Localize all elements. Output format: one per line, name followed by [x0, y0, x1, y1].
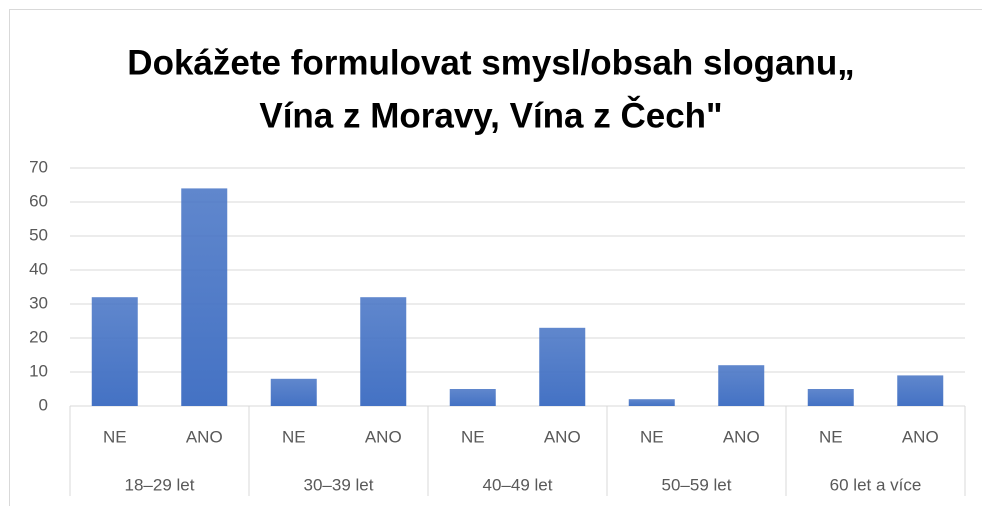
bar	[449, 389, 496, 406]
x-tick-label: NE	[640, 427, 664, 446]
y-tick-label: 10	[29, 361, 48, 380]
y-tick-label: 40	[29, 259, 48, 278]
x-tick-label: ANO	[902, 427, 939, 446]
chart-title: Dokážete formulovat smysl/obsah sloganu„	[127, 43, 854, 82]
y-tick-label: 60	[29, 191, 48, 210]
bar	[91, 297, 138, 406]
chart-border	[9, 9, 982, 506]
bar	[807, 389, 854, 406]
bar	[270, 378, 317, 406]
group-label: 30–39 let	[304, 475, 374, 494]
bar	[718, 365, 765, 406]
x-tick-label: NE	[819, 427, 843, 446]
group-label: 50–59 let	[662, 475, 732, 494]
y-tick-label: 20	[29, 327, 48, 346]
y-tick-label: 0	[39, 395, 48, 414]
y-tick-label: 50	[29, 225, 48, 244]
x-tick-label: NE	[461, 427, 485, 446]
y-tick-label: 30	[29, 293, 48, 312]
group-label: 40–49 let	[483, 475, 553, 494]
bar	[897, 375, 944, 406]
x-tick-label: ANO	[365, 427, 402, 446]
chart-title: Vína z Moravy, Vína z Čech"	[259, 95, 722, 135]
y-tick-label: 70	[29, 157, 48, 176]
x-tick-label: ANO	[544, 427, 581, 446]
x-tick-label: NE	[103, 427, 127, 446]
bar	[628, 399, 675, 406]
x-tick-label: NE	[282, 427, 306, 446]
x-tick-label: ANO	[186, 427, 223, 446]
group-label: 60 let a více	[830, 475, 922, 494]
bar	[539, 327, 586, 406]
bar	[360, 297, 407, 406]
bar	[181, 188, 228, 406]
group-label: 18–29 let	[125, 475, 195, 494]
x-tick-label: ANO	[723, 427, 760, 446]
